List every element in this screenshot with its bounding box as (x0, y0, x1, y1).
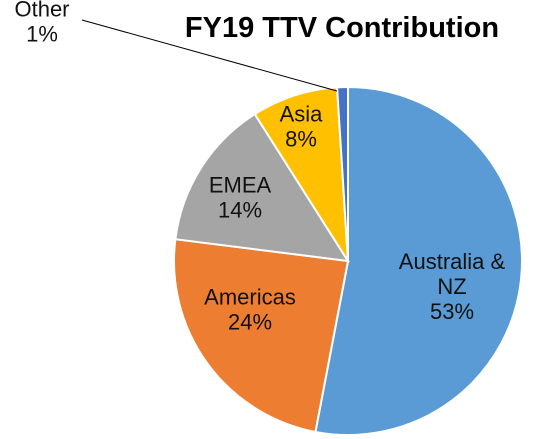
pie-slice-other (336, 85, 349, 262)
pie-slice-australia-nz (314, 85, 523, 436)
slice-label-americas: Americas 24% (204, 285, 296, 335)
chart-title: FY19 TTV Contribution (185, 12, 499, 44)
pie-slice-emea (174, 112, 350, 263)
other-leader-line (81, 19, 338, 92)
pie-slice-americas (172, 238, 350, 434)
slice-label-asia: Asia 8% (280, 102, 324, 152)
slice-label-emea: EMEA 14% (209, 173, 272, 223)
slice-labels: Australia & NZ 53% Americas 24% EMEA 14%Asia 8%… (14, 0, 505, 335)
slice-label-australia-nz: Australia & NZ 53% (399, 249, 506, 324)
pie-slices (172, 85, 523, 436)
slice-label-other: Other 1% (14, 0, 69, 47)
